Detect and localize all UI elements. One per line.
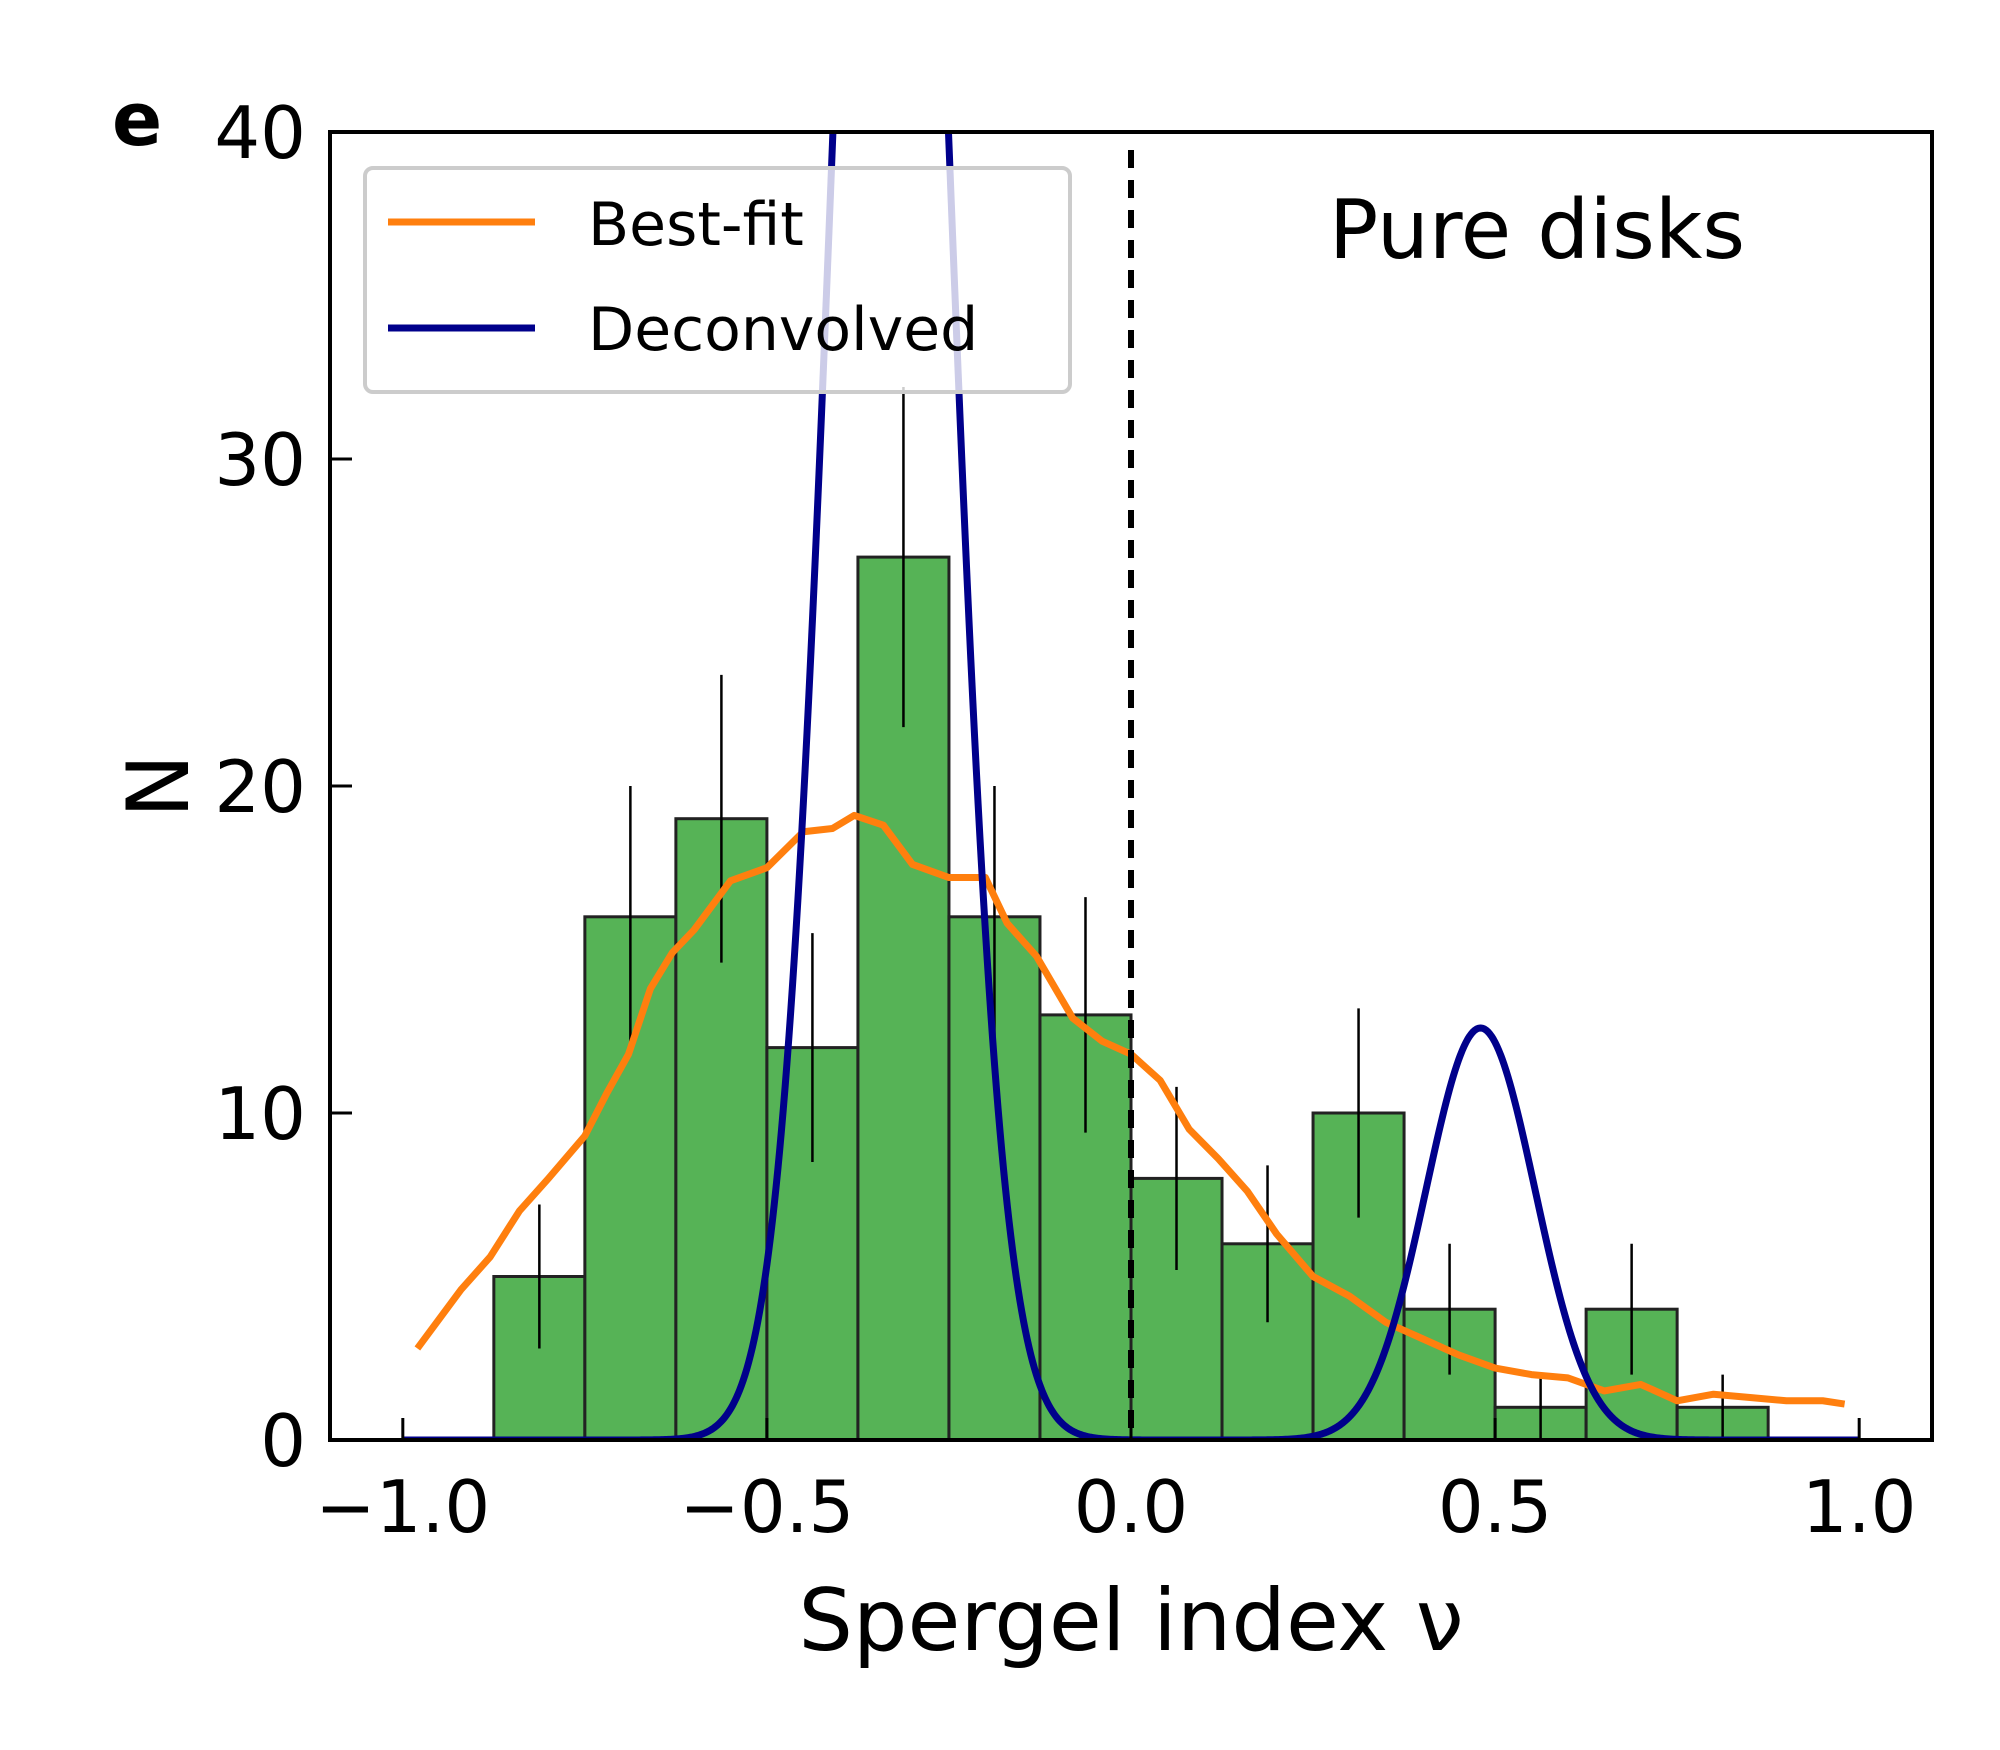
plot-area: [401, 132, 1861, 1440]
y-tick-label: 20: [214, 745, 306, 829]
y-axis-ticks: 0 10 20 30 40: [214, 91, 352, 1483]
legend: Best-fit Deconvolved: [363, 166, 1072, 394]
y-tick-label: 10: [214, 1072, 306, 1156]
x-axis-label: Spergel index ν: [798, 1571, 1463, 1671]
x-tick-label: −0.5: [679, 1465, 854, 1549]
annotation-pure-disks: Pure disks: [1329, 183, 1745, 278]
legend-label-deconvolved: Deconvolved: [588, 295, 978, 365]
legend-box: [363, 166, 1072, 394]
x-tick-label: −1.0: [315, 1465, 490, 1549]
x-tick-label: 0.0: [1074, 1465, 1189, 1549]
y-axis-label: N: [109, 754, 209, 818]
x-axis-ticks: −1.0 −0.5 0.0 0.5 1.0: [315, 1418, 1916, 1549]
x-tick-label: 0.5: [1438, 1465, 1553, 1549]
y-tick-label: 30: [214, 418, 306, 502]
error-bars: [538, 387, 1724, 1440]
x-tick-label: 1.0: [1802, 1465, 1917, 1549]
y-tick-label: 40: [214, 91, 306, 175]
y-tick-label: 0: [260, 1399, 306, 1483]
panel-label: e: [112, 77, 162, 163]
legend-label-best-fit: Best-fit: [588, 190, 804, 260]
